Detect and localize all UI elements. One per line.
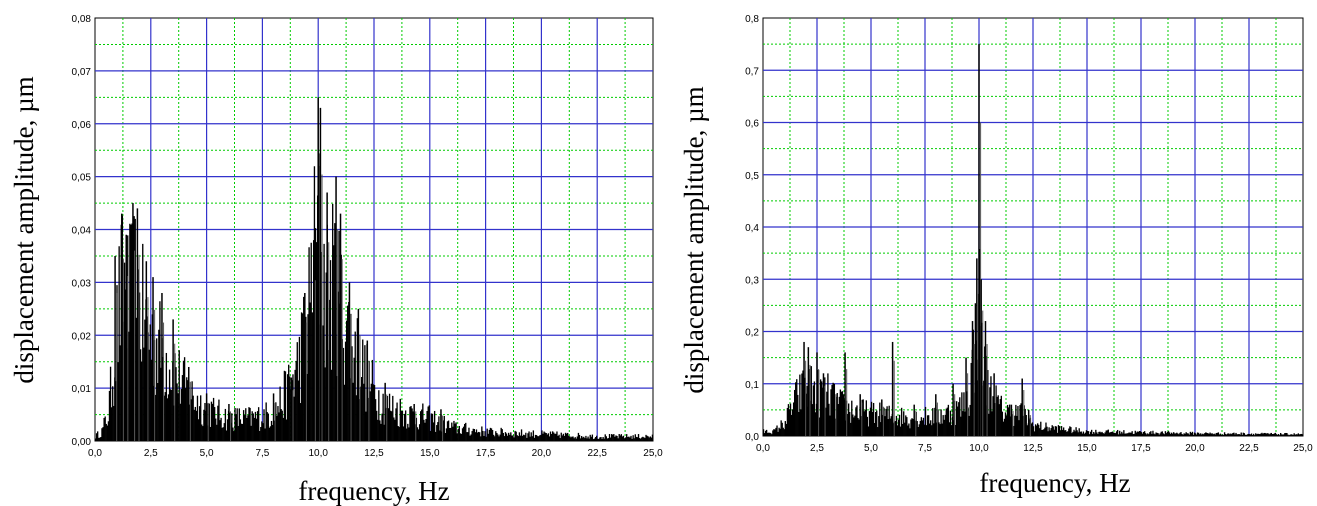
x-tick-label: 22,5 xyxy=(587,448,607,459)
x-tick-label: 12,5 xyxy=(364,448,384,459)
y-tick-label: 0,08 xyxy=(72,14,92,25)
y-tick-label: 0,5 xyxy=(745,171,759,182)
y-tick-label: 0,05 xyxy=(72,173,92,184)
y-tick-label: 0,01 xyxy=(72,384,92,395)
x-tick-label: 22,5 xyxy=(1239,443,1259,454)
y-tick-label: 0,3 xyxy=(745,275,759,286)
y-axis-title: displacement amplitude, µm xyxy=(679,86,709,393)
x-tick-label: 17,5 xyxy=(476,448,496,459)
tick-labels: 0,0 2,5 5,0 7,5 10,0 12,5 15,0 17,5 20,0 22,5 25,0… xyxy=(72,14,664,459)
x-tick-label: 5,0 xyxy=(200,448,214,459)
x-tick-label: 5,0 xyxy=(864,443,878,454)
y-tick-label: 0,6 xyxy=(745,119,759,130)
x-tick-label: 15,0 xyxy=(1077,443,1097,454)
y-tick-label: 0,1 xyxy=(745,380,759,391)
y-tick-label: 0,8 xyxy=(745,14,759,25)
x-tick-label: 15,0 xyxy=(420,448,440,459)
y-tick-label: 0,7 xyxy=(745,66,759,77)
x-tick-label: 0,0 xyxy=(88,448,102,459)
x-tick-label: 25,0 xyxy=(1293,443,1313,454)
chart-right: 0,0 2,5 5,0 7,5 10,0 12,5 15,0 17,5 20,0 22,5 25,0… xyxy=(679,14,1313,498)
y-tick-label: 0,02 xyxy=(72,331,92,342)
y-tick-label: 0,4 xyxy=(745,223,759,234)
spectrum-series xyxy=(94,97,654,441)
x-tick-label: 2,5 xyxy=(810,443,824,454)
x-tick-label: 25,0 xyxy=(643,448,663,459)
y-tick-label: 0,03 xyxy=(72,278,92,289)
x-axis-title: frequency, Hz xyxy=(298,476,449,506)
y-tick-label: 0,00 xyxy=(72,437,92,448)
chart-left: 0,0 2,5 5,0 7,5 10,0 12,5 15,0 17,5 20,0 22,5 25,0… xyxy=(9,14,663,506)
y-tick-label: 0,0 xyxy=(745,432,759,443)
spectrum-series xyxy=(762,44,1304,436)
x-tick-label: 20,0 xyxy=(1185,443,1205,454)
x-tick-label: 10,0 xyxy=(969,443,989,454)
x-tick-label: 10,0 xyxy=(308,448,328,459)
x-tick-label: 17,5 xyxy=(1131,443,1151,454)
x-tick-label: 7,5 xyxy=(255,448,269,459)
x-axis-title: frequency, Hz xyxy=(979,468,1130,498)
y-tick-label: 0,04 xyxy=(72,226,92,237)
tick-labels: 0,0 2,5 5,0 7,5 10,0 12,5 15,0 17,5 20,0 22,5 25,0… xyxy=(745,14,1313,454)
y-axis-title: displacement amplitude, µm xyxy=(9,76,39,383)
x-tick-label: 7,5 xyxy=(918,443,932,454)
x-tick-label: 2,5 xyxy=(144,448,158,459)
x-tick-label: 0,0 xyxy=(756,443,770,454)
y-tick-label: 0,06 xyxy=(72,120,92,131)
x-tick-label: 20,0 xyxy=(532,448,552,459)
y-tick-label: 0,07 xyxy=(72,67,92,78)
y-tick-label: 0,2 xyxy=(745,328,759,339)
x-tick-label: 12,5 xyxy=(1023,443,1043,454)
